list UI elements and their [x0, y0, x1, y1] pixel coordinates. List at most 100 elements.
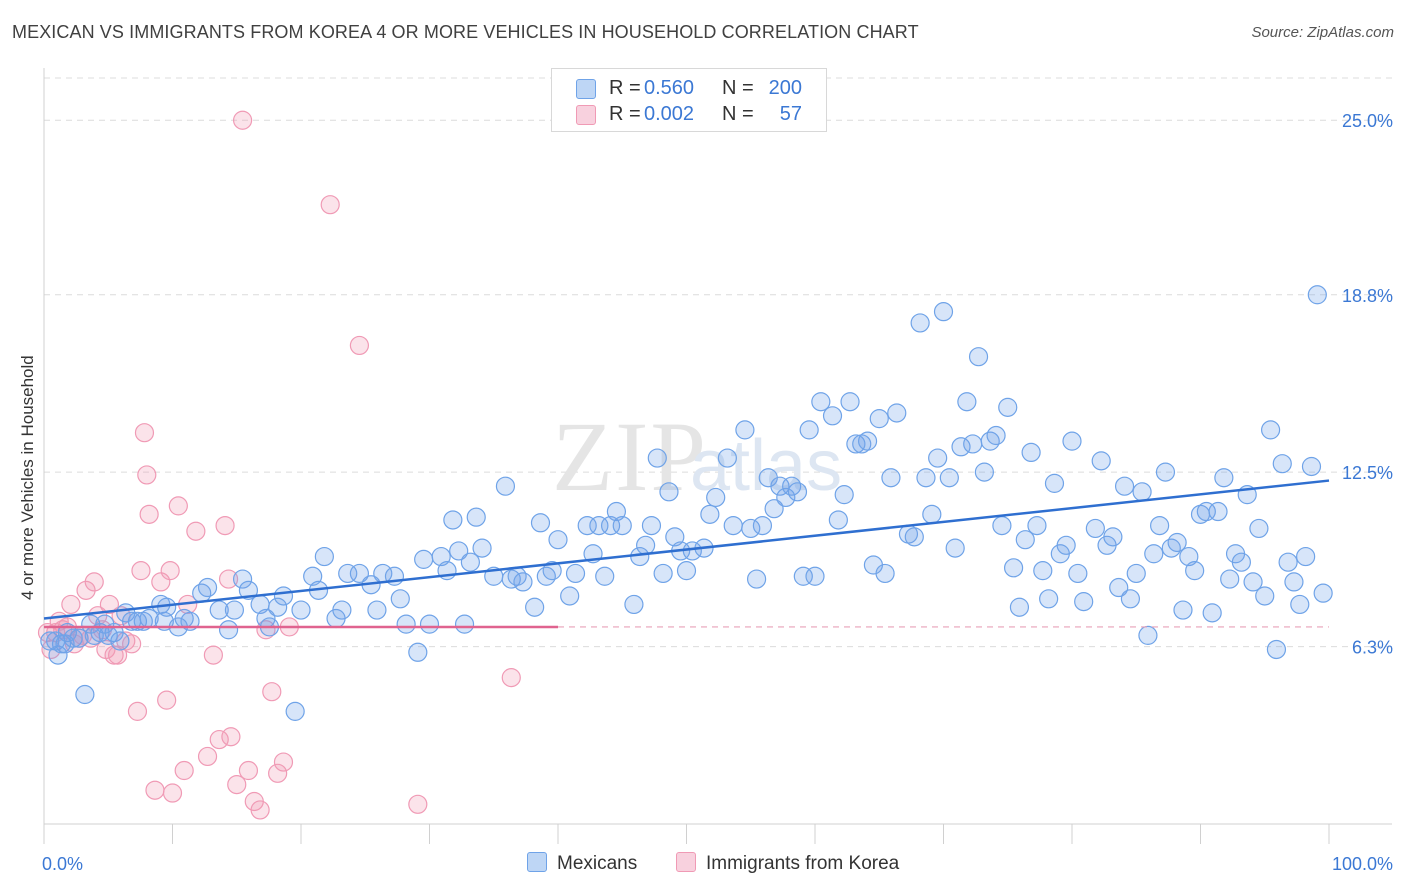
mexican-point	[1109, 577, 1129, 598]
korea-point	[162, 783, 183, 803]
korea-point	[349, 335, 370, 356]
mexican-point	[869, 409, 889, 429]
mexican-point	[1120, 589, 1141, 609]
mexican-point	[1249, 518, 1269, 539]
mexican-point	[647, 448, 667, 468]
mexican-point	[1144, 544, 1164, 564]
mexican-point	[1062, 431, 1082, 451]
mexican-point	[495, 476, 516, 496]
korea-point	[256, 620, 276, 640]
korea-point	[137, 465, 157, 485]
mexican-point	[968, 347, 989, 367]
mexican-point	[606, 501, 627, 522]
mexican-point	[466, 507, 486, 527]
tick-labels: 6.3% 12.5% 18.8% 25.0% 0.0% 100.0%	[42, 111, 1393, 874]
mexican-point	[659, 482, 679, 502]
mexican-point	[612, 515, 632, 536]
mexican-point	[1231, 552, 1251, 572]
mexican-point	[1220, 569, 1240, 589]
mexican-point	[811, 392, 831, 412]
korea-point	[408, 794, 428, 814]
mexican-point	[992, 515, 1012, 536]
korea-point	[139, 504, 159, 524]
watermark-atlas: atlas	[690, 426, 842, 506]
mexican-point	[1185, 561, 1205, 581]
korea-point	[84, 572, 104, 592]
mexican-point	[1068, 563, 1088, 584]
mexican-point	[846, 434, 866, 454]
mexican-point	[75, 684, 95, 705]
mexican-points	[40, 285, 1333, 721]
mexican-point	[1132, 482, 1152, 502]
mexican-point	[1021, 442, 1041, 463]
y-tick-label: 12.5%	[1342, 463, 1393, 483]
mexican-point	[840, 392, 860, 412]
mexican-point	[834, 485, 854, 505]
mexican-point	[443, 510, 463, 530]
mexican-point	[764, 499, 784, 519]
korea-point	[197, 746, 218, 767]
mexican-point	[706, 487, 726, 508]
mexican-point	[48, 645, 68, 665]
mexican-point	[939, 468, 959, 488]
mexican-point	[513, 572, 533, 592]
x-tick-label: 100.0%	[1332, 854, 1393, 874]
korea-point	[209, 729, 229, 750]
korea-point	[145, 780, 165, 800]
mexican-point	[1173, 600, 1193, 620]
mexican-point	[525, 597, 545, 617]
korea-point	[131, 561, 151, 581]
mexican-point	[641, 515, 662, 536]
mexican-point	[1039, 589, 1059, 609]
korea-point	[151, 572, 171, 592]
mexican-point	[1009, 597, 1030, 617]
korea-point	[238, 760, 259, 781]
mexican-point	[787, 482, 808, 502]
mexican-point	[232, 569, 253, 589]
legend-label: Immigrants from Korea	[706, 853, 900, 874]
mexican-point	[998, 397, 1018, 417]
mexican-point	[224, 600, 245, 620]
mexican-point	[1278, 552, 1298, 572]
korea-point	[221, 727, 241, 747]
mexican-point	[1126, 563, 1146, 584]
mexican-point	[636, 535, 656, 555]
korea-point	[215, 515, 235, 536]
mexican-point	[723, 515, 743, 536]
mexican-point	[752, 515, 773, 536]
y-axis-label: 4 or more Vehicles in Household	[18, 355, 37, 600]
legend-swatch	[576, 79, 596, 99]
mexican-point	[782, 476, 802, 496]
mexican-point	[822, 406, 843, 426]
korea-point	[160, 561, 180, 581]
mexican-point	[741, 518, 761, 539]
y-tick-label: 18.8%	[1342, 286, 1393, 306]
mexican-point	[1155, 462, 1176, 482]
korea-point	[262, 682, 282, 702]
mexican-point	[916, 468, 936, 488]
mexican-point	[717, 448, 737, 468]
mexican-point	[530, 513, 551, 533]
korea-point	[501, 668, 521, 688]
mexican-point	[390, 589, 410, 609]
r-label: R =	[609, 103, 641, 125]
mexican-point	[560, 586, 580, 606]
mexican-point	[1313, 583, 1333, 603]
mexican-point	[922, 504, 942, 524]
mexican-point	[460, 552, 480, 572]
mexican-point	[1085, 518, 1105, 539]
mexican-point	[303, 566, 323, 586]
mexican-point	[419, 614, 440, 634]
korea-point	[203, 645, 223, 665]
mexican-point	[1003, 558, 1024, 578]
mexican-point	[449, 541, 469, 561]
mexican-point	[367, 600, 387, 620]
legend-swatch	[676, 852, 696, 872]
mexicans-trend-line	[43, 479, 1330, 620]
mexican-point	[676, 561, 697, 581]
legend-item-mexicans: Mexicans	[527, 852, 637, 875]
mexican-point	[408, 642, 428, 662]
mexican-point	[332, 600, 352, 620]
mexican-point	[1015, 530, 1035, 550]
mexican-point	[1208, 501, 1228, 522]
